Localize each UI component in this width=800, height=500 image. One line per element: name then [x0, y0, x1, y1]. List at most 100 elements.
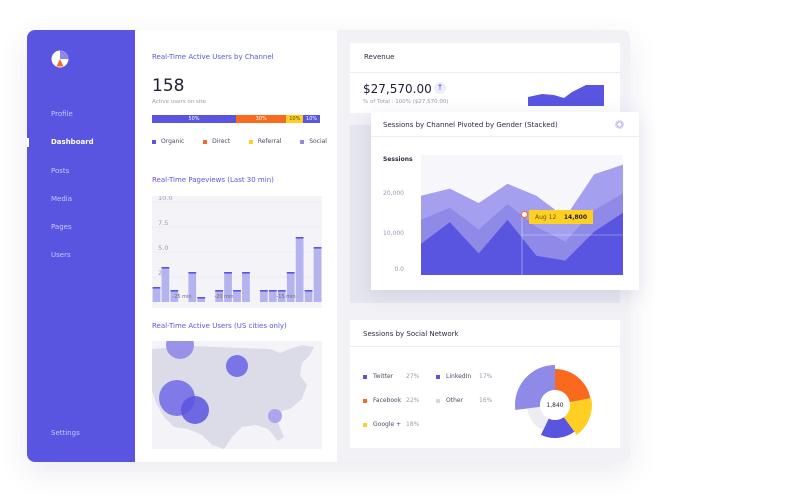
revenue-caption: % of Total : 100% ($27,570.00): [363, 99, 449, 105]
pageview-bar[interactable]: [277, 290, 286, 302]
x-tick-label: -25 min: [172, 294, 191, 300]
divider: [350, 72, 620, 73]
legend-item: Organic: [152, 138, 184, 145]
pageview-bar-cap: [277, 290, 286, 292]
social-legend-item[interactable]: Google + 18%: [363, 421, 419, 428]
pageview-bar-cap: [295, 237, 304, 239]
pageview-bar-cap: [268, 290, 277, 292]
channel-legend: Organic Direct Referral Social: [152, 138, 327, 145]
x-tick-label: -20 min: [214, 294, 233, 300]
channel-segment-label: 10%: [289, 116, 301, 122]
pageview-bar-cap: [313, 247, 322, 249]
tooltip-marker[interactable]: [521, 211, 528, 218]
channel-segment-label: 10%: [306, 116, 318, 122]
legend-item: Direct: [203, 138, 230, 145]
pageview-bar[interactable]: [188, 272, 197, 302]
map-title: Real-Time Active Users (US cities only): [152, 322, 287, 330]
divider: [371, 136, 639, 137]
social-network-label: Twitter: [373, 373, 394, 380]
pageview-bar[interactable]: [170, 290, 179, 302]
pageview-bar-cap: [304, 290, 313, 292]
legend-swatch: [363, 422, 367, 427]
social-network-percent: 16%: [479, 397, 493, 404]
social-legend-item[interactable]: Other 16%: [436, 397, 492, 404]
pageview-bar[interactable]: [242, 272, 250, 302]
channel-segment[interactable]: 30%: [236, 115, 287, 123]
social-legend-item[interactable]: Facebook 22%: [363, 397, 419, 404]
social-legend-item[interactable]: Twitter 27%: [363, 373, 419, 380]
legend-label: Organic: [161, 138, 185, 145]
channel-segment[interactable]: 50%: [152, 115, 236, 123]
sidebar-item-media[interactable]: Media: [51, 195, 73, 203]
city-bubble[interactable]: [166, 341, 194, 359]
pageview-bar[interactable]: [268, 290, 277, 302]
pageview-bar[interactable]: [224, 272, 232, 302]
donut-slice-linkedin[interactable]: [540, 417, 575, 438]
sidebar-item-profile[interactable]: Profile: [51, 110, 73, 118]
donut-center-value: 1,840: [546, 402, 564, 409]
pageview-bar-cap: [152, 287, 161, 289]
legend-swatch: [436, 374, 440, 379]
pageview-bar-cap: [233, 290, 241, 292]
sidebar-item-posts[interactable]: Posts: [51, 167, 70, 175]
channel-segment[interactable]: 10%: [286, 115, 304, 123]
city-bubble[interactable]: [226, 355, 248, 377]
social-donut-chart: [515, 365, 592, 438]
legend-item: Social: [300, 138, 327, 145]
pageview-bar[interactable]: [304, 290, 313, 302]
legend-label: Direct: [212, 138, 231, 145]
donut-slice-twitter[interactable]: [515, 365, 555, 411]
social-network-percent: 22%: [406, 397, 420, 404]
x-tick-label: -15 min: [276, 294, 295, 300]
pageview-bar[interactable]: [295, 237, 304, 302]
y-tick-label: 5.0: [158, 244, 168, 252]
city-bubble[interactable]: [268, 409, 282, 423]
social-network-percent: 18%: [406, 421, 420, 428]
donut-slice-facebook[interactable]: [555, 369, 591, 403]
sidebar-item-settings[interactable]: Settings: [51, 429, 80, 437]
pageviews-title: Real-Time Pageviews (Last 30 min): [152, 176, 274, 184]
app-logo-icon[interactable]: [51, 50, 69, 68]
pageviews-bar-chart: 2.55.07.510.0-25 min-20 min-15 min: [152, 196, 322, 308]
pageview-bar[interactable]: [313, 247, 322, 302]
active-nav-indicator: [27, 138, 29, 147]
pageview-bar[interactable]: [215, 290, 223, 302]
social-network-label: LinkedIn: [446, 373, 472, 380]
sidebar-item-users[interactable]: Users: [51, 251, 71, 259]
legend-swatch: [203, 139, 208, 144]
pageview-bar-cap: [286, 272, 295, 274]
sidebar-item-dashboard[interactable]: Dashboard: [51, 138, 94, 146]
social-legend-item[interactable]: LinkedIn 17%: [436, 373, 492, 380]
social-network-label: Google +: [373, 421, 402, 428]
donut-slice-google[interactable]: [563, 398, 592, 435]
pageview-bar-cap: [259, 290, 268, 292]
sessions-axis-title: Sessions: [383, 156, 413, 163]
legend-label: Social: [309, 138, 327, 145]
city-bubble[interactable]: [181, 396, 209, 424]
donut-slice-other[interactable]: [527, 406, 549, 431]
pageview-bar[interactable]: [197, 297, 206, 302]
pageview-bar[interactable]: [233, 290, 241, 302]
social-network-percent: 17%: [479, 373, 493, 380]
sidebar-item-pages[interactable]: Pages: [51, 223, 72, 231]
pageview-bar-cap: [188, 272, 197, 274]
legend-swatch: [363, 398, 367, 403]
pageview-bar-cap: [215, 290, 223, 292]
pageview-bar[interactable]: [161, 267, 170, 302]
settings-gear-icon[interactable]: [615, 120, 624, 129]
tooltip-date: Aug 12: [535, 213, 557, 221]
sessions-gender-title: Sessions by Channel Pivoted by Gender (S…: [383, 121, 558, 129]
sidebar: [27, 30, 135, 462]
legend-swatch: [300, 139, 305, 144]
pageview-bar[interactable]: [259, 290, 268, 302]
channel-segment-label: 50%: [188, 116, 200, 122]
social-network-label: Other: [446, 397, 464, 404]
y-tick-label: 0.0: [394, 266, 404, 273]
active-users-count: 158: [152, 76, 185, 96]
us-map: [152, 341, 322, 449]
channel-segment[interactable]: 10%: [303, 115, 320, 123]
pageview-bar[interactable]: [286, 272, 295, 302]
legend-swatch: [248, 139, 253, 144]
tooltip-value: 14,800: [563, 213, 587, 221]
pageview-bar[interactable]: [152, 287, 161, 302]
